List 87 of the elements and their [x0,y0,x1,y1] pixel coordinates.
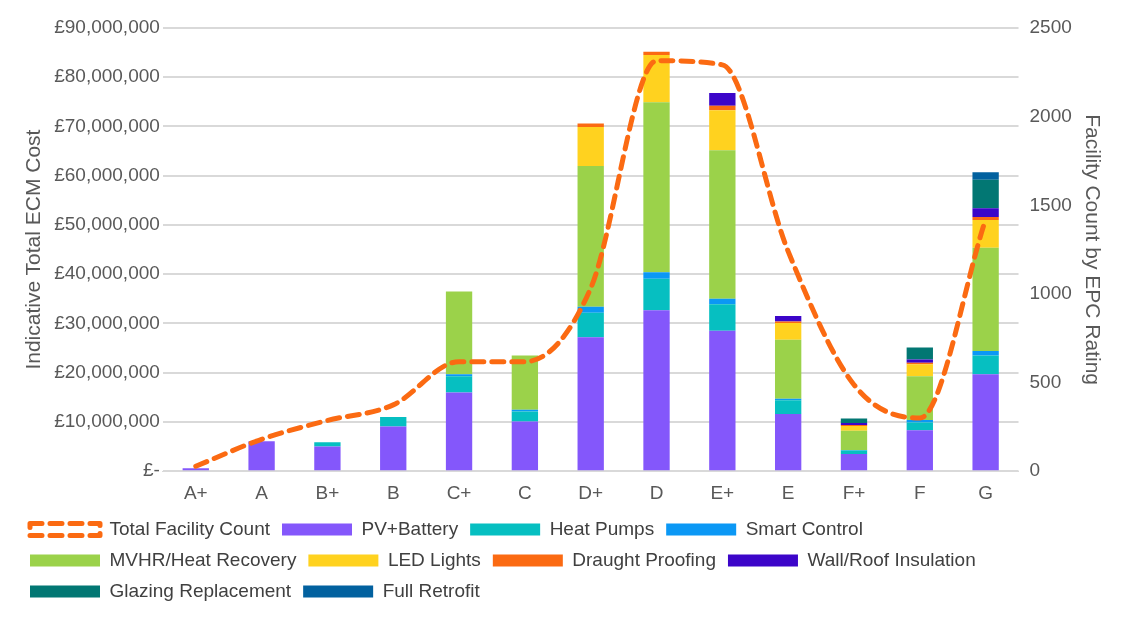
y2-axis-title: Facility Count by EPC Rating [1081,114,1105,385]
bar [577,165,604,307]
x-tick-label: B [386,481,400,503]
x-tick-label: F+ [842,481,866,503]
bar [577,337,604,471]
legend-label: Draught Proofing [572,548,716,570]
x-tick-label: C [518,481,532,503]
y-tick-label: £- [142,459,160,481]
y2-tick-label: 500 [1029,370,1062,392]
y-tick-label: £60,000,000 [54,163,160,185]
bar [906,364,933,377]
legend-label: LED Lights [387,548,481,570]
bar [577,312,604,338]
y2-tick-label: 0 [1029,459,1041,481]
bar [709,330,736,471]
bar [709,150,736,299]
bar [709,298,736,305]
bar [445,392,473,471]
x-tick-label: A [255,481,269,503]
bar [511,355,539,410]
x-tick-label: D+ [578,481,604,503]
bar [906,422,933,431]
x-tick-label: C+ [446,481,472,503]
bar [643,278,670,311]
y-tick-label: £20,000,000 [54,360,160,382]
x-tick-label: E+ [710,481,735,503]
y2-tick-label: 1000 [1029,282,1072,304]
bar [775,414,802,471]
y2-tick-label: 2500 [1029,16,1072,38]
bar [972,355,999,375]
bar [972,179,999,209]
legend-label: PV+Battery [361,517,459,539]
bar [840,430,868,451]
bar [709,110,736,151]
bar [643,102,670,273]
bar [906,430,933,471]
x-tick-label: F [914,481,926,503]
bar [775,316,802,322]
bar [840,425,868,431]
y-tick-label: £40,000,000 [54,262,160,284]
bar [775,322,802,340]
bar [972,351,999,356]
bar [709,105,736,111]
y-tick-label: £80,000,000 [54,65,160,87]
y2-tick-label: 2000 [1029,104,1072,126]
x-tick-label: G [978,481,994,503]
y-tick-label: £30,000,000 [54,311,160,333]
bar [314,442,341,447]
legend-label: Wall/Roof Insulation [807,548,976,570]
bar [314,446,341,471]
y-tick-label: £50,000,000 [54,213,160,235]
x-tick-label: E [781,481,795,503]
bar [775,339,802,399]
y-tick-label: £70,000,000 [54,114,160,136]
bar [972,217,999,221]
y-tick-label: £10,000,000 [54,410,160,432]
legend-label: Full Retrofit [382,579,481,601]
bar [906,347,933,360]
legend-label: Total Facility Count [109,517,271,539]
bar [972,247,999,352]
bar [840,453,868,471]
bar [511,411,539,422]
x-tick-label: B+ [315,481,340,503]
legend-label: Smart Control [745,517,863,539]
y2-tick-label: 1500 [1029,193,1072,215]
bar [445,291,473,375]
x-tick-label: D [649,481,664,503]
bar [643,272,670,279]
legend-label: MVHR/Heat Recovery [109,548,297,570]
x-tick-label: A+ [183,481,208,503]
bar [248,441,275,471]
bar [380,417,407,427]
bar [972,172,999,180]
bar [577,126,604,166]
bar [380,426,407,471]
legend-label: Heat Pumps [549,517,655,539]
bar [511,421,539,471]
bar [775,400,802,415]
bar [709,304,736,331]
bar [972,208,999,218]
legend-label: Glazing Replacement [109,579,292,601]
bar [445,376,473,393]
bar [972,374,999,471]
y-tick-label: £90,000,000 [54,16,160,38]
y-axis-title: Indicative Total ECM Cost [21,129,45,370]
bar [709,93,736,106]
bar [643,310,670,471]
